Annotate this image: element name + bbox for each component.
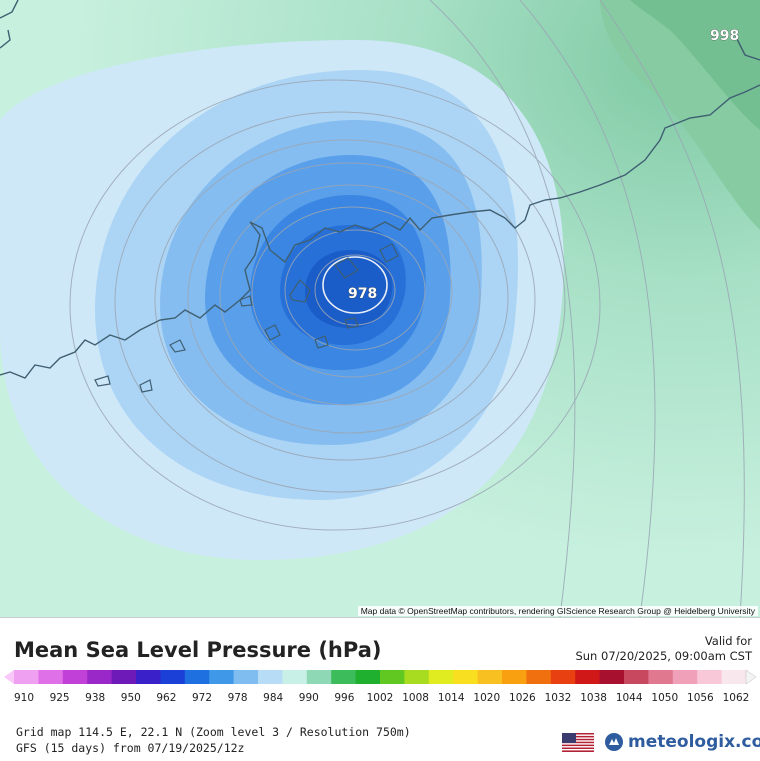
scale-tick-label: 1020	[473, 692, 501, 704]
color-scale-svg	[4, 669, 757, 685]
scale-tick-label: 996	[334, 692, 355, 704]
color-scale: 910 925 938 950 962 972 978 984 990 996 1002 1008 10…	[0, 668, 760, 704]
scale-tick-label: 1026	[509, 692, 536, 704]
valid-time-block: Valid for Sun 07/20/2025, 09:00am CST	[575, 634, 752, 664]
model-info: GFS (15 days) from 07/19/2025/12z	[16, 741, 245, 755]
scale-tick-label: 978	[227, 692, 248, 704]
scale-tick-label: 1050	[651, 692, 679, 704]
legend-footer: Mean Sea Level Pressure (hPa) Valid for …	[0, 617, 760, 761]
isobar-978	[322, 256, 388, 314]
scale-tick-label: 972	[191, 692, 213, 704]
scale-arrow-left	[4, 670, 14, 684]
scale-swatch	[672, 670, 698, 684]
logo-text: meteologix.com	[628, 732, 760, 752]
pressure-map[interactable]: 978 998 Map data © OpenStreetMap contrib…	[0, 0, 760, 617]
scale-swatch	[355, 670, 381, 684]
scale-swatch	[428, 670, 454, 684]
scale-swatch	[160, 670, 186, 684]
meteologix-logo[interactable]: meteologix.com	[604, 730, 760, 754]
valid-time: Sun 07/20/2025, 09:00am CST	[575, 649, 752, 663]
scale-arrow-right	[745, 669, 757, 685]
scale-tick-label: 1008	[402, 692, 429, 704]
scale-tick-label: 1038	[580, 692, 607, 704]
scale-swatch	[258, 670, 283, 684]
scale-swatch	[526, 670, 552, 684]
map-canvas: 978 998	[0, 0, 760, 617]
scale-swatch	[721, 670, 747, 684]
scale-swatch	[624, 670, 649, 684]
scale-swatch	[380, 670, 405, 684]
scale-swatch	[575, 670, 601, 684]
scale-tick-label: 984	[263, 692, 284, 704]
map-attribution[interactable]: Map data © OpenStreetMap contributors, r…	[357, 606, 758, 616]
scale-swatch	[184, 670, 210, 684]
scale-swatch	[38, 670, 64, 684]
pressure-label-998: 998	[710, 28, 739, 44]
scale-swatch	[502, 670, 527, 684]
scale-swatch	[209, 670, 235, 684]
scale-tick-label: 950	[120, 692, 141, 704]
meteologix-logo-icon	[605, 733, 623, 751]
scale-tick-label: 925	[49, 692, 70, 704]
scale-tick-label: 962	[156, 692, 177, 704]
scale-swatch	[550, 670, 576, 684]
scale-tick-label: 1032	[544, 692, 572, 704]
pressure-band-972	[305, 250, 393, 328]
scale-tick-label: 1056	[687, 692, 714, 704]
grid-info: Grid map 114.5 E, 22.1 N (Zoom level 3 /…	[16, 725, 411, 739]
us-flag-icon	[562, 733, 594, 752]
scale-tick-label: 1044	[615, 692, 643, 704]
pressure-label-978: 978	[348, 286, 377, 302]
scale-swatch	[477, 670, 503, 684]
scale-swatch	[282, 670, 308, 684]
isobar-lines	[69, 0, 745, 617]
scale-tick-label: 1014	[437, 692, 465, 704]
scale-swatch	[136, 670, 161, 684]
coastline	[0, 0, 760, 379]
scale-swatch	[404, 670, 430, 684]
scale-swatch	[697, 670, 723, 684]
scale-swatch	[14, 670, 39, 684]
scale-swatch	[62, 670, 88, 684]
islands	[94, 243, 399, 393]
scale-tick-label: 910	[13, 692, 35, 704]
scale-swatch	[306, 670, 332, 684]
scale-swatch	[648, 670, 674, 684]
scale-tick-label: 938	[85, 692, 106, 704]
scale-swatch	[453, 670, 479, 684]
scale-swatch	[331, 670, 357, 684]
scale-swatch	[599, 670, 625, 684]
scale-swatch	[87, 670, 113, 684]
scale-tick-label: 1062	[722, 692, 750, 704]
scale-tick-label: 990	[298, 692, 319, 704]
scale-swatch	[111, 670, 137, 684]
high-pressure-region-inner	[630, 0, 760, 130]
scale-swatch	[233, 670, 259, 684]
scale-tick-label: 1002	[366, 692, 394, 704]
valid-label: Valid for	[704, 634, 752, 648]
legend-title: Mean Sea Level Pressure (hPa)	[14, 638, 382, 662]
